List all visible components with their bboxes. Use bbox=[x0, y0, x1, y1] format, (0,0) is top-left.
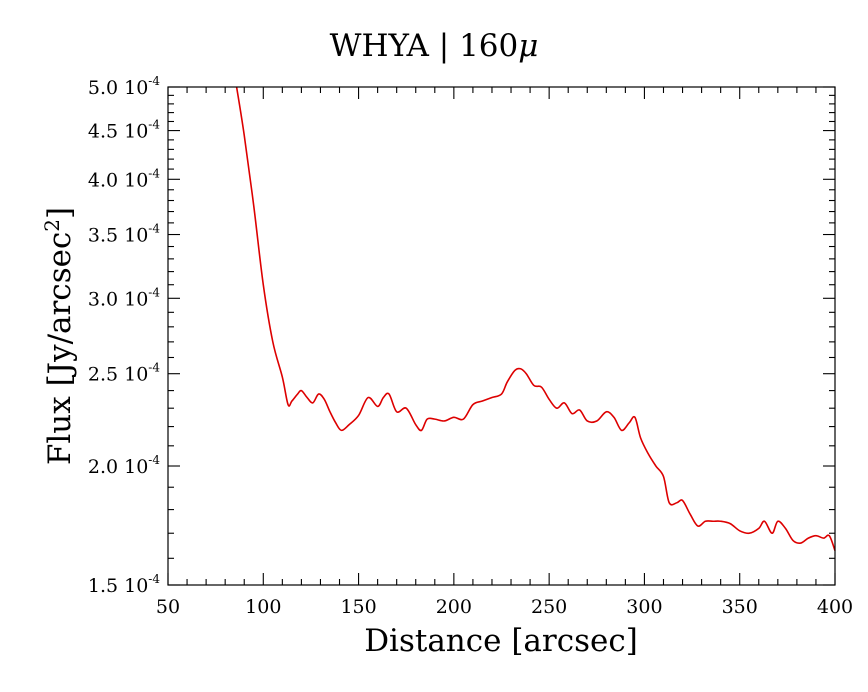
x-tick-label: 400 bbox=[817, 596, 853, 618]
y-axis-title-close: ] bbox=[42, 207, 78, 219]
y-axis-title-main: Flux [Jy/arcsec bbox=[42, 232, 78, 465]
x-tick-label: 200 bbox=[436, 596, 472, 618]
series-line-profile bbox=[235, 86, 836, 551]
x-axis-title: Distance [arcsec] bbox=[364, 623, 638, 659]
x-tick-label: 350 bbox=[722, 596, 758, 618]
y-tick-label: 3.0 10-4 bbox=[88, 285, 160, 310]
x-tick-label: 150 bbox=[340, 596, 376, 618]
chart-title-unit: μ bbox=[518, 28, 538, 64]
x-axis-tick-labels: 50 100 150 200 250 300 350 400 bbox=[156, 596, 853, 618]
x-axis-ticks bbox=[167, 87, 836, 585]
y-tick-label: 2.0 10-4 bbox=[88, 453, 160, 478]
x-tick-label: 300 bbox=[626, 596, 662, 618]
x-tick-label: 100 bbox=[245, 596, 281, 618]
y-tick-label: 2.5 10-4 bbox=[88, 361, 160, 386]
y-tick-label: 3.5 10-4 bbox=[88, 222, 160, 247]
y-tick-label: 4.0 10-4 bbox=[88, 166, 160, 191]
x-tick-label: 50 bbox=[156, 596, 180, 618]
y-axis-title-sup: 2 bbox=[40, 219, 64, 232]
plot-frame bbox=[167, 86, 836, 586]
y-axis-title: Flux [Jy/arcsec2] bbox=[40, 207, 78, 465]
chart-title: WHYA | 160μ bbox=[330, 28, 539, 64]
y-axis-tick-labels: 1.5 10-4 2.0 10-4 2.5 10-4 3.0 10-4 3.5 10-4… bbox=[88, 74, 160, 597]
x-tick-label: 250 bbox=[531, 596, 567, 618]
y-axis-ticks bbox=[168, 86, 835, 586]
chart-title-main: WHYA | 160 bbox=[330, 28, 519, 64]
y-tick-label: 1.5 10-4 bbox=[88, 572, 160, 597]
y-tick-label: 4.5 10-4 bbox=[88, 118, 160, 143]
y-tick-label: 5.0 10-4 bbox=[88, 74, 160, 99]
